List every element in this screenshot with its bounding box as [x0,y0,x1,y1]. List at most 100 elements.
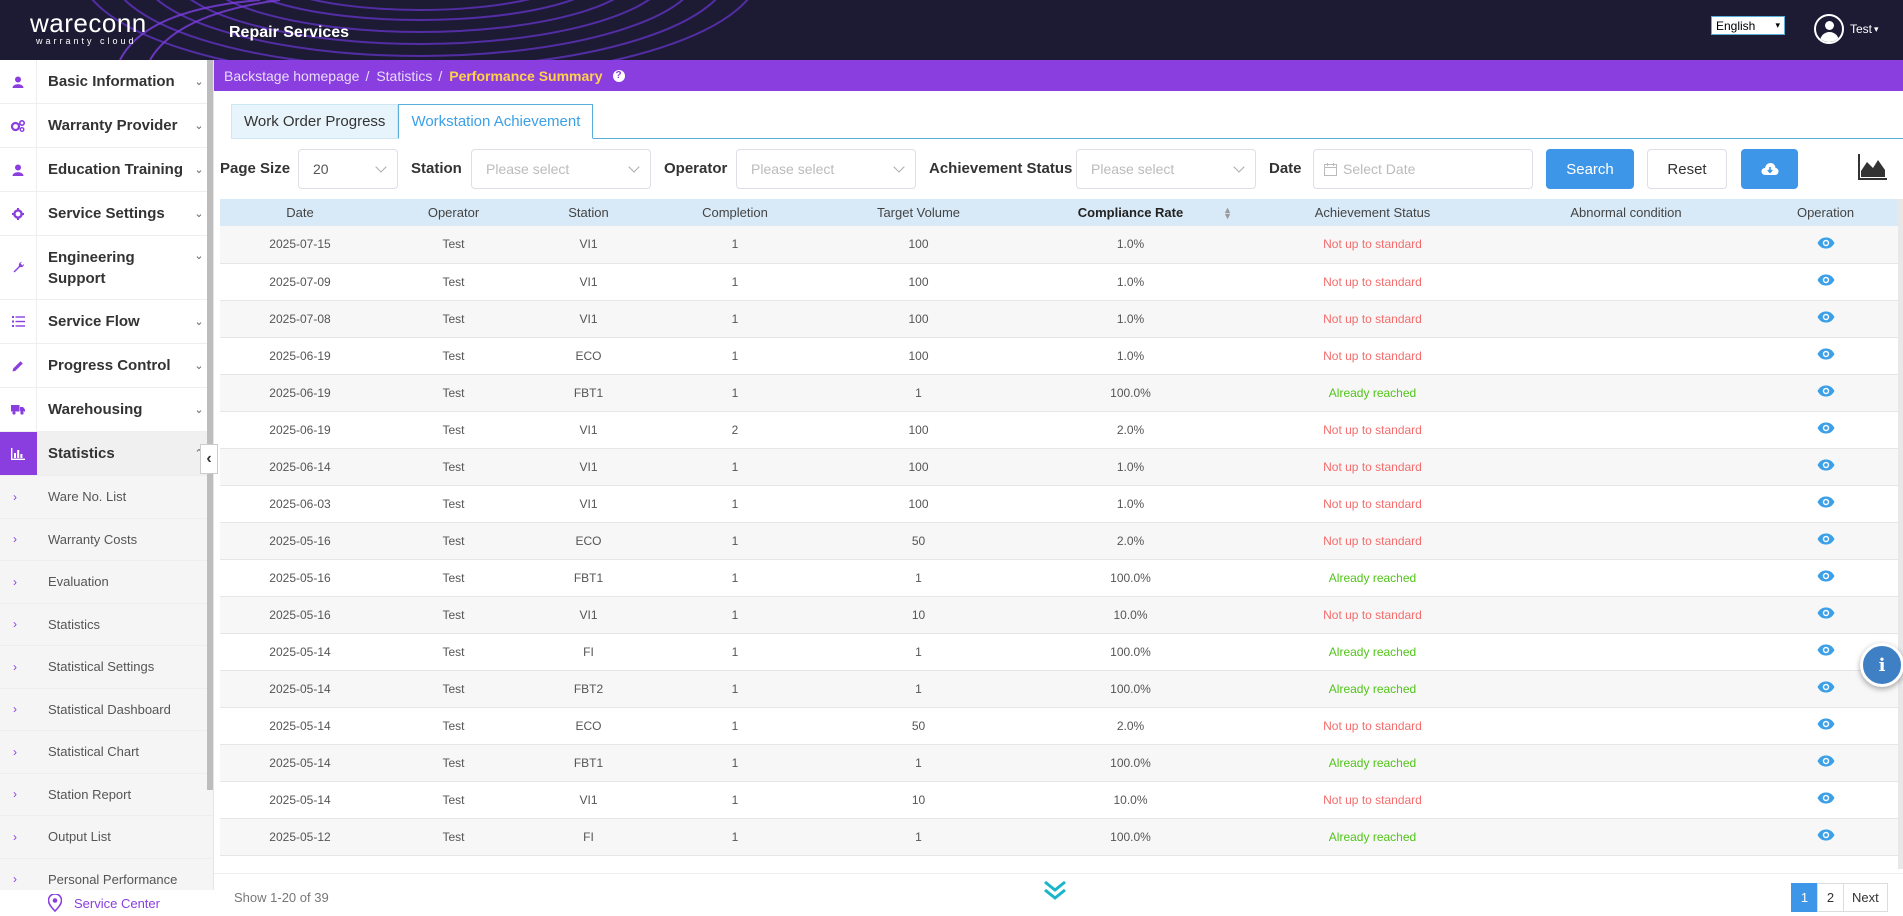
service-center-label: Service Center [74,895,160,911]
sidebar-item-service-settings[interactable]: Service Settings ⌄ [0,192,213,236]
chevron-right-icon: › [13,574,17,589]
page-size-value: 20 [313,161,329,177]
sidebar-subitem-evaluation[interactable]: › Evaluation [0,561,213,604]
sidebar-subitem-warranty-costs[interactable]: › Warranty Costs [0,518,213,561]
top-header: wareconn warranty cloud Repair Services … [0,0,1903,60]
page-button-2[interactable]: 2 [1817,883,1844,912]
achievement-status-select[interactable]: Please select [1076,149,1256,189]
cell-operator: Test [442,422,465,437]
cell-achievement-status: Not up to standard [1323,422,1422,437]
cell-date: 2025-06-03 [269,496,331,511]
sidebar-item-service-flow[interactable]: Service Flow ⌄ [0,300,213,344]
wareconn-logo[interactable]: wareconn warranty cloud [30,10,147,46]
view-eye-icon[interactable] [1817,755,1835,770]
page-size-select[interactable]: 20 [298,149,398,189]
table-row: 2025-07-08 Test VI1 1 100 1.0% Not up to stand… [220,300,1900,337]
view-eye-icon[interactable] [1817,533,1835,548]
cell-achievement-status: Not up to standard [1323,237,1422,252]
station-select[interactable]: Please select [471,149,651,189]
sidebar-item-warehousing[interactable]: Warehousing ⌄ [0,388,213,432]
cell-target-volume: 1 [915,755,922,770]
filter-bar: Page Size 20 Station Please select Opera… [220,149,1903,189]
cell-compliance-rate: 10.0% [1113,607,1148,622]
sidebar-scrollbar[interactable] [207,60,213,790]
tab-workstation-achievement[interactable]: Workstation Achievement [398,104,594,139]
chevron-down-icon: ⌄ [194,316,204,328]
view-eye-icon[interactable] [1817,459,1835,474]
column-header-completion: Completion [702,205,768,220]
table-scrollbar[interactable] [1898,199,1903,869]
cell-date: 2025-07-09 [269,274,331,289]
page-button-1[interactable]: 1 [1791,883,1818,912]
cell-target-volume: 1 [915,829,922,844]
reset-button[interactable]: Reset [1647,149,1727,189]
view-eye-icon[interactable] [1817,681,1835,696]
sidebar-subitem-statistical-settings[interactable]: › Statistical Settings [0,646,213,689]
sidebar-item-label: Warranty Provider [48,117,178,134]
view-eye-icon[interactable] [1817,237,1835,252]
column-header-compliance-rate[interactable]: Compliance Rate ▲ ▼ [1017,199,1244,226]
sidebar-collapse-button[interactable]: ‹ [200,444,218,474]
sidebar-item-statistics[interactable]: Statistics ⌃ [0,432,213,476]
user-menu[interactable]: Test ▾ [1814,14,1879,44]
view-eye-icon[interactable] [1817,718,1835,733]
view-eye-icon[interactable] [1817,274,1835,289]
area-chart-icon[interactable] [1858,154,1888,180]
breadcrumb-parent[interactable]: Statistics [376,67,433,84]
view-eye-icon[interactable] [1817,422,1835,437]
sidebar-item-label: Progress Control [48,357,171,374]
double-chevron-down-icon[interactable] [1043,879,1067,901]
cell-date: 2025-05-14 [269,755,331,770]
view-eye-icon[interactable] [1817,348,1835,363]
cell-station: FI [583,644,594,659]
sidebar-subitem-station-report[interactable]: › Station Report [0,773,213,816]
sidebar-item-basic-information[interactable]: Basic Information ⌄ [0,60,213,104]
calendar-icon [1324,162,1337,176]
cell-target-volume: 100 [908,237,929,252]
breadcrumb-home[interactable]: Backstage homepage [224,67,360,84]
pagination: 1 2 Next [1791,883,1888,912]
operator-placeholder: Please select [751,161,835,177]
column-header-operator: Operator [427,205,480,220]
sidebar-subitem-ware-no-list[interactable]: › Ware No. List [0,476,213,519]
cell-operator: Test [442,792,465,807]
operator-select[interactable]: Please select [736,149,916,189]
cell-date: 2025-06-14 [269,459,331,474]
date-placeholder: Select Date [1343,161,1416,177]
cell-compliance-rate: 100.0% [1110,644,1151,659]
cell-operation [1751,559,1900,596]
sidebar-subitem-output-list[interactable]: › Output List [0,816,213,859]
date-picker[interactable]: Select Date [1313,149,1533,189]
language-select[interactable]: English ▾ [1711,16,1785,35]
sidebar-item-engineering-support[interactable]: Engineering Support ⌄ [0,236,213,300]
help-icon[interactable]: ? [612,69,625,82]
view-eye-icon[interactable] [1817,570,1835,585]
service-center-link[interactable]: Service Center [0,890,214,916]
view-eye-icon[interactable] [1817,385,1835,400]
view-eye-icon[interactable] [1817,829,1835,844]
chevron-right-icon: › [13,744,17,759]
view-eye-icon[interactable] [1817,311,1835,326]
sidebar-item-progress-control[interactable]: Progress Control ⌄ [0,344,213,388]
view-eye-icon[interactable] [1817,607,1835,622]
cell-target-volume: 50 [911,533,926,548]
next-page-button[interactable]: Next [1843,883,1888,912]
sort-icon[interactable]: ▲ ▼ [1223,205,1232,221]
sidebar-item-warranty-provider[interactable]: Warranty Provider ⌄ [0,104,213,148]
user-icon [0,148,37,191]
view-eye-icon[interactable] [1817,644,1835,659]
export-button[interactable] [1741,149,1798,189]
sidebar-subitem-statistics[interactable]: › Statistics [0,603,213,646]
info-floating-button[interactable]: i [1860,643,1903,687]
view-eye-icon[interactable] [1817,496,1835,511]
search-button[interactable]: Search [1546,149,1634,189]
wrench-icon [0,236,37,299]
sidebar-item-education-training[interactable]: Education Training ⌄ [0,148,213,192]
cell-station: FI [583,829,594,844]
tab-work-order-progress[interactable]: Work Order Progress [231,104,399,139]
sidebar-subitem-statistical-chart[interactable]: › Statistical Chart [0,731,213,774]
cell-achievement-status: Not up to standard [1323,348,1422,363]
sidebar-subitem-statistical-dashboard[interactable]: › Statistical Dashboard [0,688,213,731]
view-eye-icon[interactable] [1817,792,1835,807]
cell-date: 2025-05-12 [269,829,331,844]
